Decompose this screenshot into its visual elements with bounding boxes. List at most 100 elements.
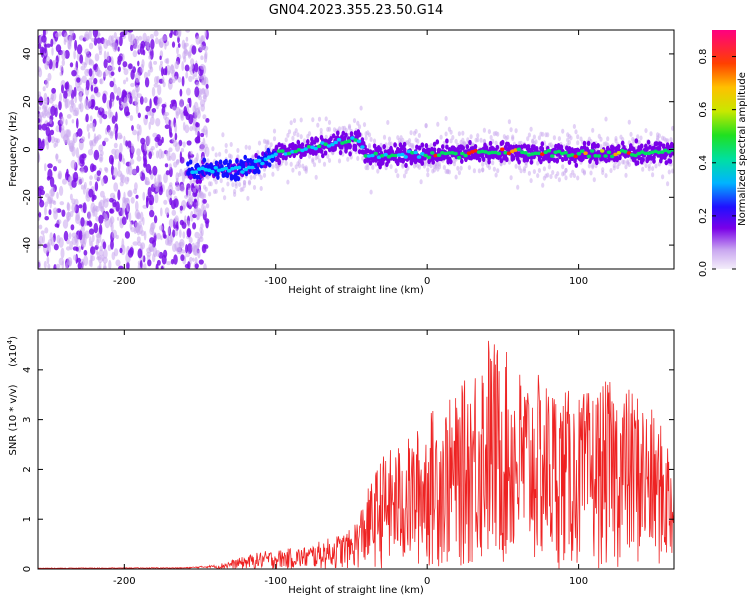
spectrogram-cell (133, 43, 139, 49)
spectrogram-cell (205, 83, 209, 90)
spectrogram-cell (77, 245, 82, 253)
spectrogram-cell (287, 129, 292, 135)
spectrogram-cell (666, 150, 672, 154)
spectrogram-cell (76, 118, 79, 129)
spectrogram-cell (220, 167, 225, 172)
spectrogram-cell (240, 170, 245, 174)
spectrogram-cell (118, 265, 124, 269)
spectrogram-cell (146, 110, 152, 116)
spectrogram-cell (72, 109, 79, 117)
spectrogram-cell (454, 174, 458, 180)
spectrogram-cell (152, 253, 156, 263)
spectrogram-cell (103, 50, 107, 61)
spectrogram-cell (143, 263, 147, 269)
spectrogram-cell (205, 220, 209, 229)
spectrogram-cell (396, 153, 402, 157)
spectrogram-cell (161, 254, 167, 265)
spectrogram-cell (89, 253, 93, 263)
spectrogram-cell (71, 202, 77, 213)
spectrogram-cell (651, 172, 655, 178)
spectrogram-cell (636, 134, 640, 140)
spectrogram-cell (572, 173, 577, 179)
spectrogram-cell (132, 241, 139, 246)
spectrogram-cell (174, 122, 178, 134)
spectrogram-cell (121, 207, 125, 218)
spectrogram-cell (563, 150, 568, 155)
spectrogram-cell (112, 202, 117, 208)
spectrogram-cell (97, 175, 102, 181)
spectrogram-cell (187, 50, 192, 59)
spectrogram-cell (103, 59, 108, 69)
spectrogram-cell (194, 109, 198, 121)
spectrogram-cell (443, 151, 448, 156)
spectrogram-cell (122, 61, 128, 68)
spectrogram-cell (401, 163, 405, 169)
spectrogram-cell (56, 219, 62, 225)
spectrogram-cell (437, 164, 441, 170)
spectrogram-cell (292, 152, 297, 159)
spectrogram-cell (343, 140, 348, 144)
spectrogram-cell (624, 172, 628, 178)
spectrogram-cell (54, 223, 59, 228)
spectrogram-cell (168, 218, 174, 228)
spectrogram-cell (88, 68, 93, 77)
spectrogram-cell (99, 115, 103, 124)
spectrogram-cell (80, 184, 84, 190)
spectrogram-cell (132, 129, 138, 136)
spectrogram-cell (91, 99, 96, 108)
spectrogram-cell (145, 114, 148, 120)
spectrogram-cell (186, 87, 191, 96)
spectrogram-cell (182, 121, 186, 131)
spectrogram-cell (206, 158, 210, 164)
spectrogram-cell (348, 151, 352, 157)
spectrogram-cell (149, 98, 152, 109)
spectrogram-cell (180, 184, 185, 193)
spectrogram-cell (181, 76, 185, 87)
spectrogram-cell (38, 66, 41, 73)
spectrogram-cell (267, 162, 272, 168)
spectrogram-cell (667, 169, 671, 175)
spectrogram-cell (359, 105, 363, 111)
spectrogram-cell (214, 188, 218, 194)
spectrogram-cell (547, 164, 552, 170)
spectrogram-cell (644, 128, 648, 134)
snr-x-tick-label: -200 (113, 576, 136, 587)
spectrogram-cell (50, 38, 54, 48)
spectrogram-cell (316, 154, 320, 160)
spectrogram-cell (289, 161, 293, 167)
spectrogram-cell (64, 98, 69, 110)
spectrogram-cell (326, 144, 332, 148)
spectrogram-cell (529, 155, 534, 161)
snr-x-tick-label: 100 (569, 576, 588, 587)
svg-text:(x104): (x104) (6, 336, 19, 367)
spectrogram-cell (221, 187, 225, 193)
spectrogram-cell (171, 106, 176, 111)
spectrogram-cell (38, 185, 44, 191)
snr-line (38, 340, 674, 569)
spectrogram-cell (127, 93, 130, 103)
spectrogram-cell (483, 150, 488, 154)
spectrogram-cell (151, 86, 156, 97)
spectrogram-cell (38, 235, 44, 246)
spectrogram-cell (76, 85, 82, 92)
spectrogram-cell (49, 118, 52, 125)
spectrogram-cell (368, 160, 373, 166)
spectrogram-cell (292, 118, 297, 124)
spectrogram-cell (573, 154, 578, 159)
spectrogram-cell (348, 144, 352, 150)
spectrogram-cell (150, 146, 155, 151)
spectrogram-cell (138, 124, 142, 136)
spectrogram-cell (393, 153, 398, 158)
spectrogram-cell (270, 154, 275, 158)
spectrogram-cell (520, 144, 524, 150)
spectrogram-cell (487, 129, 491, 135)
spectrogram-cell (183, 55, 187, 63)
spectrogram-cell (139, 43, 145, 55)
spectrogram-cell (196, 195, 200, 203)
spectrogram-cell (55, 61, 59, 69)
spectrogram-cell (276, 166, 280, 172)
spectrogram-cell (306, 139, 310, 145)
spectrogram-cell (214, 160, 219, 166)
spectrogram-cell (626, 151, 632, 155)
spectrogram-cell (454, 138, 458, 144)
